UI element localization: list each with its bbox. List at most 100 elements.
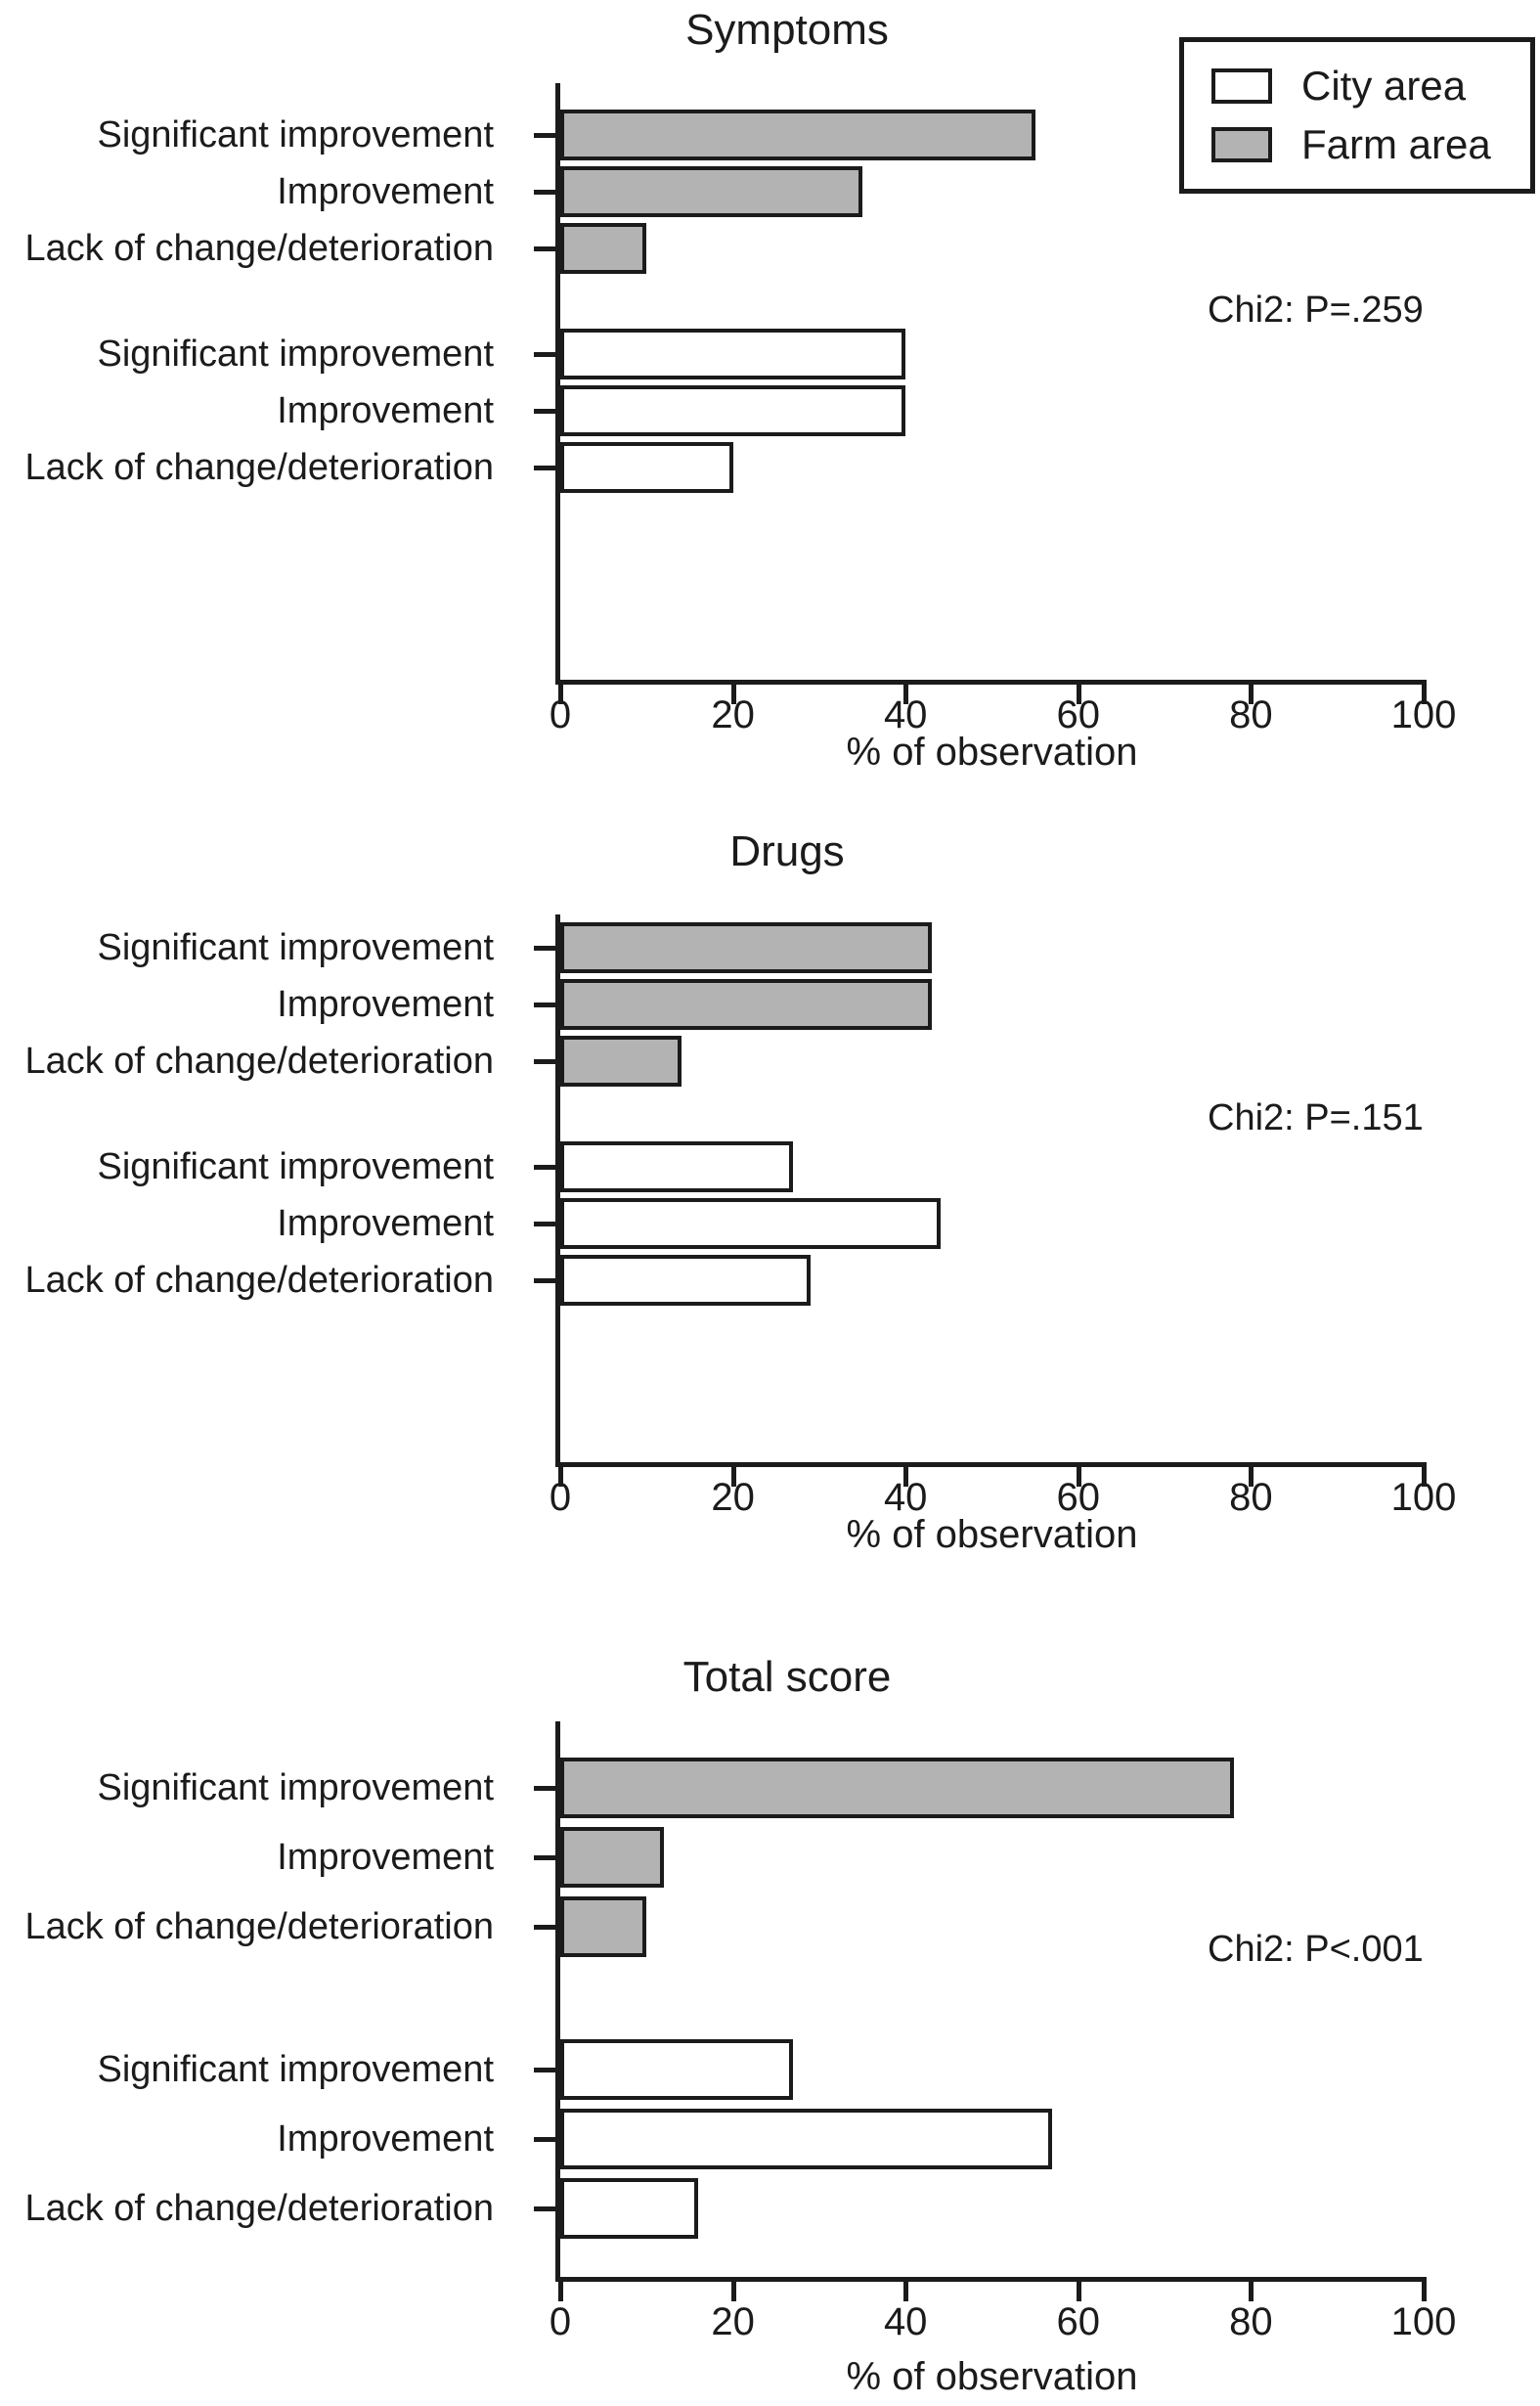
chart-total-score: Total score Chi2: P<.001 Significant imp… — [0, 1604, 1540, 2406]
category-label-farm-lack-of-change: Lack of change/deterioration — [24, 1041, 494, 1082]
bar-farm-lack-of-change — [560, 1036, 682, 1087]
y-axis-tick — [534, 466, 555, 470]
x-tick-label: 0 — [549, 693, 572, 736]
x-tick-label: 80 — [1229, 2300, 1273, 2343]
bar-city-lack-of-change — [560, 442, 733, 493]
category-label-city-significant-improvement: Significant improvement — [97, 1146, 494, 1187]
chart-drugs: Drugs Chi2: P=.151 Significant improveme… — [0, 802, 1540, 1604]
x-tick-label: 20 — [711, 2300, 755, 2343]
y-axis-tick — [534, 1165, 555, 1170]
x-tick-label: 80 — [1229, 1476, 1273, 1519]
plot-area: 0 20 40 60 80 100 % of observation — [550, 914, 1456, 1556]
x-axis-tick — [903, 2277, 909, 2301]
bar-city-lack-of-change — [560, 2178, 699, 2239]
y-axis-tick — [534, 190, 555, 195]
category-label-city-lack-of-change: Lack of change/deterioration — [24, 1260, 494, 1301]
plot-area: 0 20 40 60 80 100 % of observation — [550, 83, 1456, 774]
bar-farm-significant-improvement — [560, 922, 932, 973]
x-tick-label: 60 — [1056, 2300, 1101, 2343]
bar-farm-improvement — [560, 1827, 664, 1888]
x-axis-tick — [1249, 1462, 1254, 1487]
legend-swatch-farm-area — [1211, 127, 1272, 162]
y-axis-tick — [534, 352, 555, 357]
plot-area: 0 20 40 60 80 100 % of observation — [550, 1721, 1456, 2398]
x-axis-tick — [558, 680, 563, 704]
x-tick-label: 80 — [1229, 693, 1273, 736]
category-label-farm-improvement: Improvement — [277, 984, 494, 1025]
category-label-farm-significant-improvement: Significant improvement — [97, 114, 494, 156]
x-axis-tick — [1076, 680, 1081, 704]
chi2-annotation: Chi2: P=.151 — [1208, 1097, 1424, 1138]
x-tick-label: 20 — [711, 1476, 755, 1519]
chart-title: Symptoms — [685, 6, 889, 54]
legend-swatch-city-area — [1211, 68, 1272, 104]
bar-city-improvement — [560, 385, 906, 436]
category-label-city-improvement: Improvement — [277, 1203, 494, 1244]
y-axis-tick — [534, 1059, 555, 1064]
legend-label-city-area: City area — [1301, 63, 1467, 109]
y-axis-tick — [534, 133, 555, 138]
category-label-farm-significant-improvement: Significant improvement — [97, 927, 494, 968]
x-axis-tick — [730, 680, 736, 704]
x-tick-label: 40 — [883, 2300, 928, 2343]
bar-farm-improvement — [560, 166, 863, 217]
y-axis-tick — [534, 2068, 555, 2072]
y-axis-tick — [534, 1855, 555, 1860]
x-axis-label: % of observation — [846, 731, 1138, 774]
chart-symptoms: Symptoms City area Farm area Chi2: P=.25… — [0, 0, 1540, 802]
category-label-city-lack-of-change: Lack of change/deterioration — [24, 447, 494, 488]
y-axis-tick — [534, 409, 555, 414]
x-axis-tick — [730, 1462, 736, 1487]
y-axis-tick — [534, 246, 555, 251]
x-tick-label: 100 — [1390, 693, 1457, 736]
x-axis-tick — [903, 1462, 909, 1487]
bar-farm-lack-of-change — [560, 1896, 647, 1957]
x-axis-label: % of observation — [846, 1513, 1138, 1556]
bar-city-improvement — [560, 1198, 941, 1249]
bar-farm-significant-improvement — [560, 110, 1035, 160]
chart-title: Drugs — [729, 827, 845, 875]
y-axis-tick — [534, 946, 555, 951]
chart-title: Total score — [682, 1653, 892, 1701]
category-label-farm-improvement: Improvement — [277, 171, 494, 212]
x-axis-tick — [1249, 2277, 1254, 2301]
category-label-city-improvement: Improvement — [277, 2118, 494, 2160]
bar-city-improvement — [560, 2109, 1053, 2169]
bar-farm-significant-improvement — [560, 1758, 1234, 1818]
y-axis-tick — [534, 2206, 555, 2211]
category-label-city-significant-improvement: Significant improvement — [97, 2049, 494, 2090]
y-axis-tick — [534, 1925, 555, 1930]
category-label-city-improvement: Improvement — [277, 390, 494, 431]
x-axis-tick — [1076, 1462, 1081, 1487]
legend-row-farm-area: Farm area — [1211, 122, 1530, 167]
category-label-farm-significant-improvement: Significant improvement — [97, 1767, 494, 1808]
x-axis-tick — [1076, 2277, 1081, 2301]
x-tick-label: 60 — [1056, 693, 1101, 736]
legend-label-farm-area: Farm area — [1301, 121, 1491, 167]
x-axis-tick — [1422, 2277, 1427, 2301]
y-axis-tick — [534, 1002, 555, 1007]
x-axis-tick — [903, 680, 909, 704]
x-axis-tick — [1422, 1462, 1427, 1487]
y-axis-tick — [534, 1222, 555, 1226]
x-tick-label: 0 — [549, 2300, 572, 2343]
chi2-annotation: Chi2: P=.259 — [1208, 290, 1424, 331]
bar-city-lack-of-change — [560, 1255, 812, 1306]
bar-farm-lack-of-change — [560, 223, 647, 274]
bar-city-significant-improvement — [560, 2039, 794, 2100]
bar-city-significant-improvement — [560, 329, 906, 379]
legend: City area Farm area — [1179, 37, 1535, 194]
chi2-annotation: Chi2: P<.001 — [1208, 1929, 1424, 1970]
bar-farm-improvement — [560, 979, 932, 1030]
x-tick-label: 20 — [711, 693, 755, 736]
category-label-city-significant-improvement: Significant improvement — [97, 334, 494, 375]
category-label-farm-lack-of-change: Lack of change/deterioration — [24, 228, 494, 269]
category-label-city-lack-of-change: Lack of change/deterioration — [24, 2188, 494, 2229]
x-axis-tick — [558, 2277, 563, 2301]
x-tick-label: 40 — [883, 1476, 928, 1519]
x-axis-tick — [1422, 680, 1427, 704]
x-tick-label: 100 — [1390, 1476, 1457, 1519]
x-tick-label: 0 — [549, 1476, 572, 1519]
x-tick-label: 40 — [883, 693, 928, 736]
legend-row-city-area: City area — [1211, 64, 1530, 109]
